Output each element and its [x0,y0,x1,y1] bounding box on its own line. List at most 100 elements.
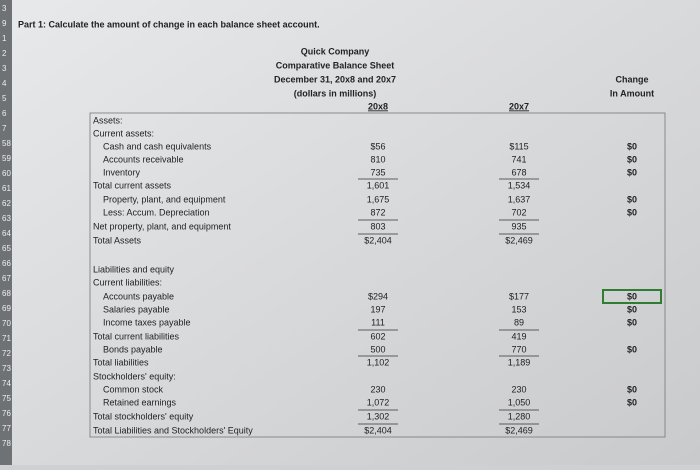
change-cell: $0 [627,207,637,217]
row-number: 72 [2,349,11,358]
value-year2: 702 [511,207,526,217]
value-year2: 1,050 [508,397,531,407]
value-year1: 230 [370,384,385,394]
sheet-units: (dollars in millions) [294,88,377,98]
row-number: 59 [2,154,11,163]
value-year1: 602 [370,331,385,341]
row-label: Total Assets [93,235,142,245]
row-label: Accounts payable [103,291,174,301]
value-year2: $2,469 [505,235,533,245]
change-header: Change [615,74,648,84]
row-label: Total current liabilities [93,331,180,341]
row-label: Net property, plant, and equipment [93,221,231,231]
part-title: Part 1: Calculate the amount of change i… [18,19,320,29]
value-year1: 872 [370,207,385,217]
selected-cell[interactable] [602,289,662,304]
value-year2: 678 [511,167,526,177]
row-number: 75 [2,394,11,403]
change-cell: $0 [627,291,637,301]
value-year2: 1,534 [508,180,531,190]
row-number: 74 [2,379,11,388]
row-number: 76 [2,409,11,418]
value-year2: $177 [509,291,529,301]
row-number: 3 [2,4,7,13]
change-cell: $0 [627,384,637,394]
change-cell: $0 [627,317,637,327]
change-cell: $0 [627,141,637,151]
change-cell: $0 [627,154,637,164]
row-number: 2 [2,49,7,58]
value-year2: 1,280 [508,411,531,421]
value-year1: 1,675 [367,194,390,204]
value-year1: 1,072 [367,397,390,407]
row-number: 61 [2,184,11,193]
row-label: Current liabilities: [93,277,162,287]
value-year1: 803 [370,221,385,231]
change-cell: $0 [627,397,637,407]
row-number: 67 [2,274,11,283]
row-number: 66 [2,259,11,268]
value-year1: $2,404 [364,425,392,435]
value-year1: $56 [370,141,385,151]
row-number: 77 [2,424,11,433]
value-year1: 1,601 [367,180,390,190]
row-label: Less: Accum. Depreciation [103,207,210,217]
value-year2: 770 [511,344,526,354]
row-label: Cash and cash equivalents [103,141,212,151]
change-cell: $0 [627,344,637,354]
row-number: 4 [2,79,7,88]
row-number: 78 [2,439,11,448]
row-label: Total Liabilities and Stockholders' Equi… [93,425,253,435]
value-year2: 419 [511,331,526,341]
value-year1: 810 [370,154,385,164]
change-cell: $0 [627,194,637,204]
row-label: Assets: [93,115,123,125]
row-label: Salaries payable [103,304,170,314]
row-label: Liabilities and equity [93,264,175,274]
value-year1: 197 [370,304,385,314]
col-year1: 20x8 [368,101,388,111]
value-year2: 741 [511,154,526,164]
row-label: Total liabilities [93,357,149,367]
table-frame [89,112,666,438]
value-year2: 935 [511,221,526,231]
row-label: Property, plant, and equipment [103,194,226,204]
row-number: 3 [2,64,7,73]
row-label: Bonds payable [103,344,163,354]
row-number: 5 [2,94,7,103]
value-year2: $115 [509,141,528,151]
row-number: 58 [2,139,11,148]
row-number: 7 [2,124,7,133]
row-label: Inventory [103,167,141,177]
value-year2: 89 [514,317,524,327]
value-year1: $2,404 [364,235,392,245]
value-year1: $294 [368,291,388,301]
row-number: 9 [2,19,7,28]
row-number: 70 [2,319,11,328]
row-number: 65 [2,244,11,253]
row-label: Total stockholders' equity [93,411,194,421]
value-year1: 111 [371,317,385,327]
sheet-title: Comparative Balance Sheet [276,60,395,70]
row-label: Common stock [103,384,164,394]
change-header: In Amount [610,88,654,98]
change-cell: $0 [627,304,637,314]
row-header-column [0,0,12,465]
row-label: Current assets: [93,128,154,138]
value-year2: 1,189 [508,357,531,367]
value-year1: 500 [370,344,385,354]
value-year1: 735 [370,167,385,177]
value-year2: 230 [511,384,526,394]
value-year1: 1,102 [367,357,390,367]
value-year1: 1,302 [367,411,390,421]
row-number: 60 [2,169,11,178]
value-year2: 1,637 [508,194,531,204]
row-label: Accounts receivable [103,154,184,164]
company-name: Quick Company [301,46,370,56]
row-label: Total current assets [93,180,172,190]
row-number: 71 [2,334,11,343]
row-number: 1 [2,34,7,43]
value-year2: 153 [511,304,526,314]
sheet-date: December 31, 20x8 and 20x7 [274,74,396,84]
